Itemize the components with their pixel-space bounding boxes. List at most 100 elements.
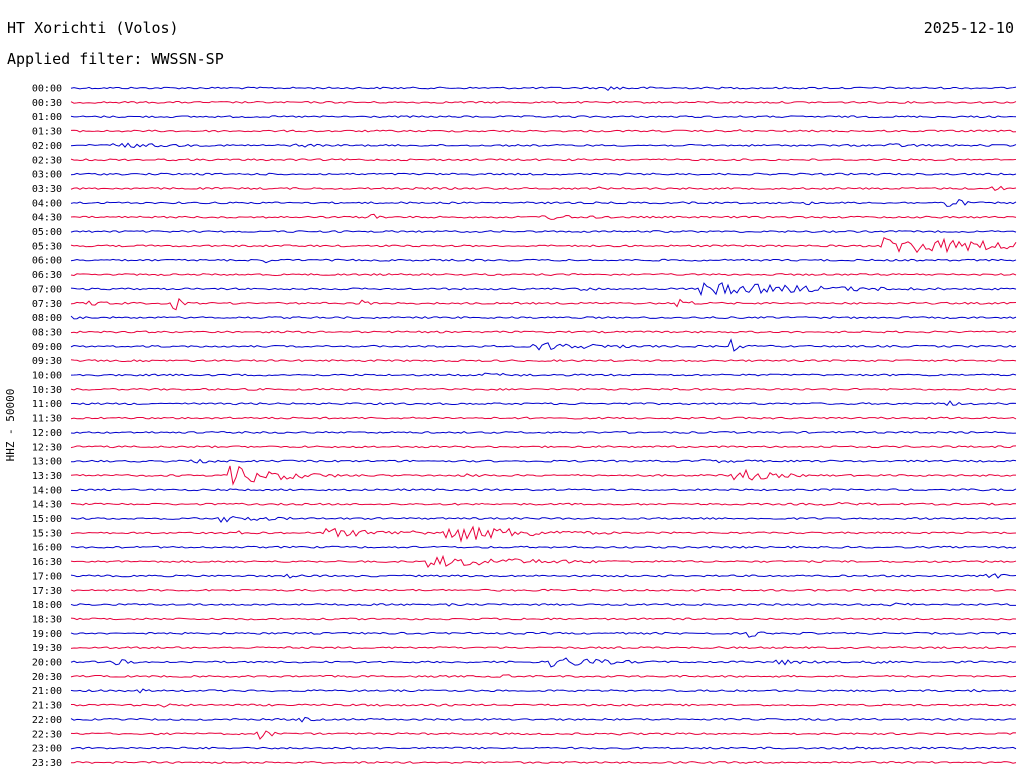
time-label: 04:00 <box>32 198 62 209</box>
time-label: 01:00 <box>32 112 62 123</box>
time-label: 21:30 <box>32 701 62 712</box>
trace-line <box>70 416 1017 420</box>
trace-line <box>70 525 1017 543</box>
trace-line <box>70 185 1017 191</box>
time-label: 13:30 <box>32 471 62 482</box>
trace-line <box>70 516 1017 523</box>
trace-line <box>70 115 1017 119</box>
trace-line <box>70 501 1017 506</box>
time-label: 06:00 <box>32 256 62 267</box>
trace-line <box>70 465 1017 486</box>
time-label: 18:00 <box>32 600 62 611</box>
station-title: HT Xorichti (Volos) <box>7 19 179 37</box>
trace-line <box>70 142 1017 149</box>
time-label: 19:30 <box>32 643 62 654</box>
time-label: 02:00 <box>32 141 62 152</box>
trace-line <box>70 602 1017 607</box>
time-label: 01:30 <box>32 127 62 138</box>
time-label: 20:00 <box>32 658 62 669</box>
time-label: 02:30 <box>32 155 62 166</box>
trace-line <box>70 488 1017 492</box>
time-label: 03:30 <box>32 184 62 195</box>
filter-label: Applied filter: WWSSN-SP <box>7 50 224 68</box>
trace-line <box>70 588 1017 592</box>
trace-line <box>70 199 1017 207</box>
time-label: 09:30 <box>32 356 62 367</box>
time-label: 20:30 <box>32 672 62 683</box>
time-label: 22:30 <box>32 729 62 740</box>
time-label: 03:00 <box>32 170 62 181</box>
trace-line <box>70 400 1017 406</box>
time-label: 16:30 <box>32 557 62 568</box>
trace-line <box>70 716 1017 723</box>
trace-line <box>70 213 1017 220</box>
trace-line <box>70 230 1017 233</box>
trace-line <box>70 703 1017 708</box>
time-label: 13:00 <box>32 457 62 468</box>
trace-line <box>70 430 1017 434</box>
trace-line <box>70 359 1017 363</box>
time-label: 15:30 <box>32 528 62 539</box>
trace-line <box>70 617 1017 621</box>
time-label: 23:30 <box>32 758 62 769</box>
trace-line <box>70 129 1017 133</box>
time-label: 05:00 <box>32 227 62 238</box>
time-label: 12:00 <box>32 428 62 439</box>
time-label: 08:30 <box>32 327 62 338</box>
time-label: 05:30 <box>32 241 62 252</box>
time-label: 04:30 <box>32 213 62 224</box>
trace-line <box>70 730 1017 740</box>
trace-line <box>70 158 1017 162</box>
trace-line <box>70 297 1017 311</box>
time-label: 11:30 <box>32 414 62 425</box>
time-label: 08:00 <box>32 313 62 324</box>
time-label: 11:00 <box>32 399 62 410</box>
trace-line <box>70 657 1017 668</box>
time-label: 15:00 <box>32 514 62 525</box>
time-label: 06:30 <box>32 270 62 281</box>
time-label: 17:30 <box>32 586 62 597</box>
trace-line <box>70 172 1017 176</box>
time-label: 10:30 <box>32 385 62 396</box>
trace-line <box>70 372 1017 377</box>
time-label: 22:00 <box>32 715 62 726</box>
trace-line <box>70 674 1017 678</box>
trace-line <box>70 387 1017 391</box>
time-label: 17:00 <box>32 571 62 582</box>
trace-line <box>70 100 1017 104</box>
trace-line <box>70 746 1017 750</box>
trace-line <box>70 330 1017 334</box>
time-label: 00:00 <box>32 84 62 95</box>
time-label: 14:00 <box>32 485 62 496</box>
trace-line <box>70 545 1017 549</box>
trace-line <box>70 86 1017 92</box>
time-label: 21:00 <box>32 686 62 697</box>
trace-line <box>70 458 1017 464</box>
trace-line <box>70 445 1017 449</box>
time-label: 18:30 <box>32 614 62 625</box>
trace-line <box>70 761 1017 764</box>
trace-line <box>70 338 1017 352</box>
time-label: 14:30 <box>32 500 62 511</box>
trace-line <box>70 282 1017 297</box>
time-label: 07:30 <box>32 299 62 310</box>
time-label: 10:00 <box>32 371 62 382</box>
trace-line <box>70 258 1017 264</box>
time-label: 12:30 <box>32 442 62 453</box>
trace-line <box>70 554 1017 568</box>
time-label: 16:00 <box>32 543 62 554</box>
trace-line <box>70 688 1017 694</box>
time-label: 07:00 <box>32 284 62 295</box>
time-label: 19:00 <box>32 629 62 640</box>
time-label: 09:00 <box>32 342 62 353</box>
trace-line <box>70 237 1017 254</box>
trace-line <box>70 315 1017 320</box>
date-label: 2025-12-10 <box>923 19 1014 37</box>
time-label: 00:30 <box>32 98 62 109</box>
trace-line <box>70 573 1017 579</box>
trace-line <box>70 646 1017 650</box>
trace-line <box>70 631 1017 638</box>
trace-line <box>70 273 1017 276</box>
time-label: 23:00 <box>32 744 62 755</box>
